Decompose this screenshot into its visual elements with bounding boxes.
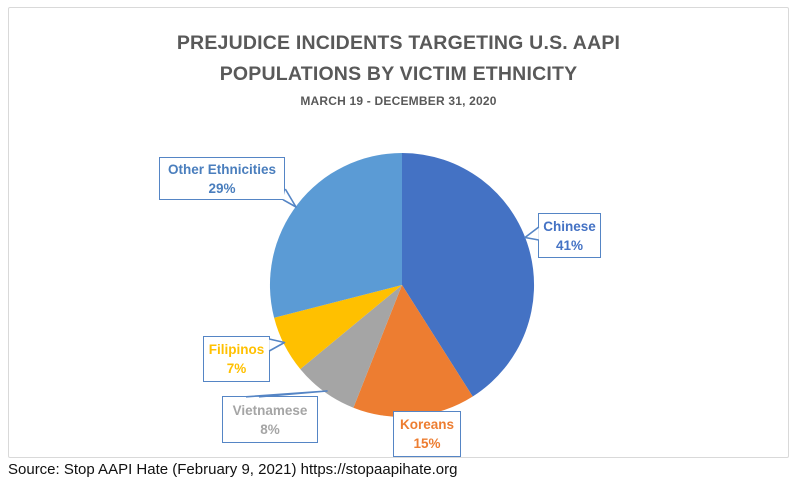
- callout-koreans: Koreans 15%: [393, 411, 461, 457]
- callout-chinese-pct: 41%: [555, 237, 584, 253]
- callout-filipinos-pct: 7%: [226, 361, 247, 376]
- callout-other-pct: 29%: [208, 180, 236, 196]
- chart-title-line2: POPULATIONS BY VICTIM ETHNICITY: [219, 63, 578, 85]
- chart-title: PREJUDICE INCIDENTS TARGETING U.S. AAPI …: [9, 28, 788, 109]
- pie-slice-other-ethnicities: [269, 152, 402, 318]
- callout-other-label: Other Ethnicities: [167, 161, 277, 177]
- callout-filipinos: Filipinos 7%: [203, 336, 270, 382]
- callout-vietnamese-pct: 8%: [260, 421, 280, 437]
- callout-vietnamese-label: Vietnamese: [232, 402, 308, 418]
- callout-koreans-pct: 15%: [413, 436, 441, 451]
- callout-vietnamese: Vietnamese 8%: [222, 396, 318, 443]
- pie-slice-filipinos: [274, 285, 402, 370]
- callout-other-ethnicities: Other Ethnicities 29%: [159, 157, 285, 200]
- chart-title-line1: PREJUDICE INCIDENTS TARGETING U.S. AAPI: [176, 32, 621, 54]
- pie-slice-koreans: [353, 285, 473, 417]
- chart-subtitle: MARCH 19 - DECEMBER 31, 2020: [300, 94, 497, 108]
- pie-slice-vietnamese: [300, 285, 402, 408]
- callout-chinese: Chinese 41%: [538, 213, 601, 258]
- source-text: Source: Stop AAPI Hate (February 9, 2021…: [8, 461, 458, 478]
- callout-koreans-label: Koreans: [399, 417, 455, 432]
- callout-filipinos-label: Filipinos: [208, 342, 265, 357]
- pie-slice-chinese: [402, 153, 535, 397]
- callout-chinese-label: Chinese: [543, 218, 596, 234]
